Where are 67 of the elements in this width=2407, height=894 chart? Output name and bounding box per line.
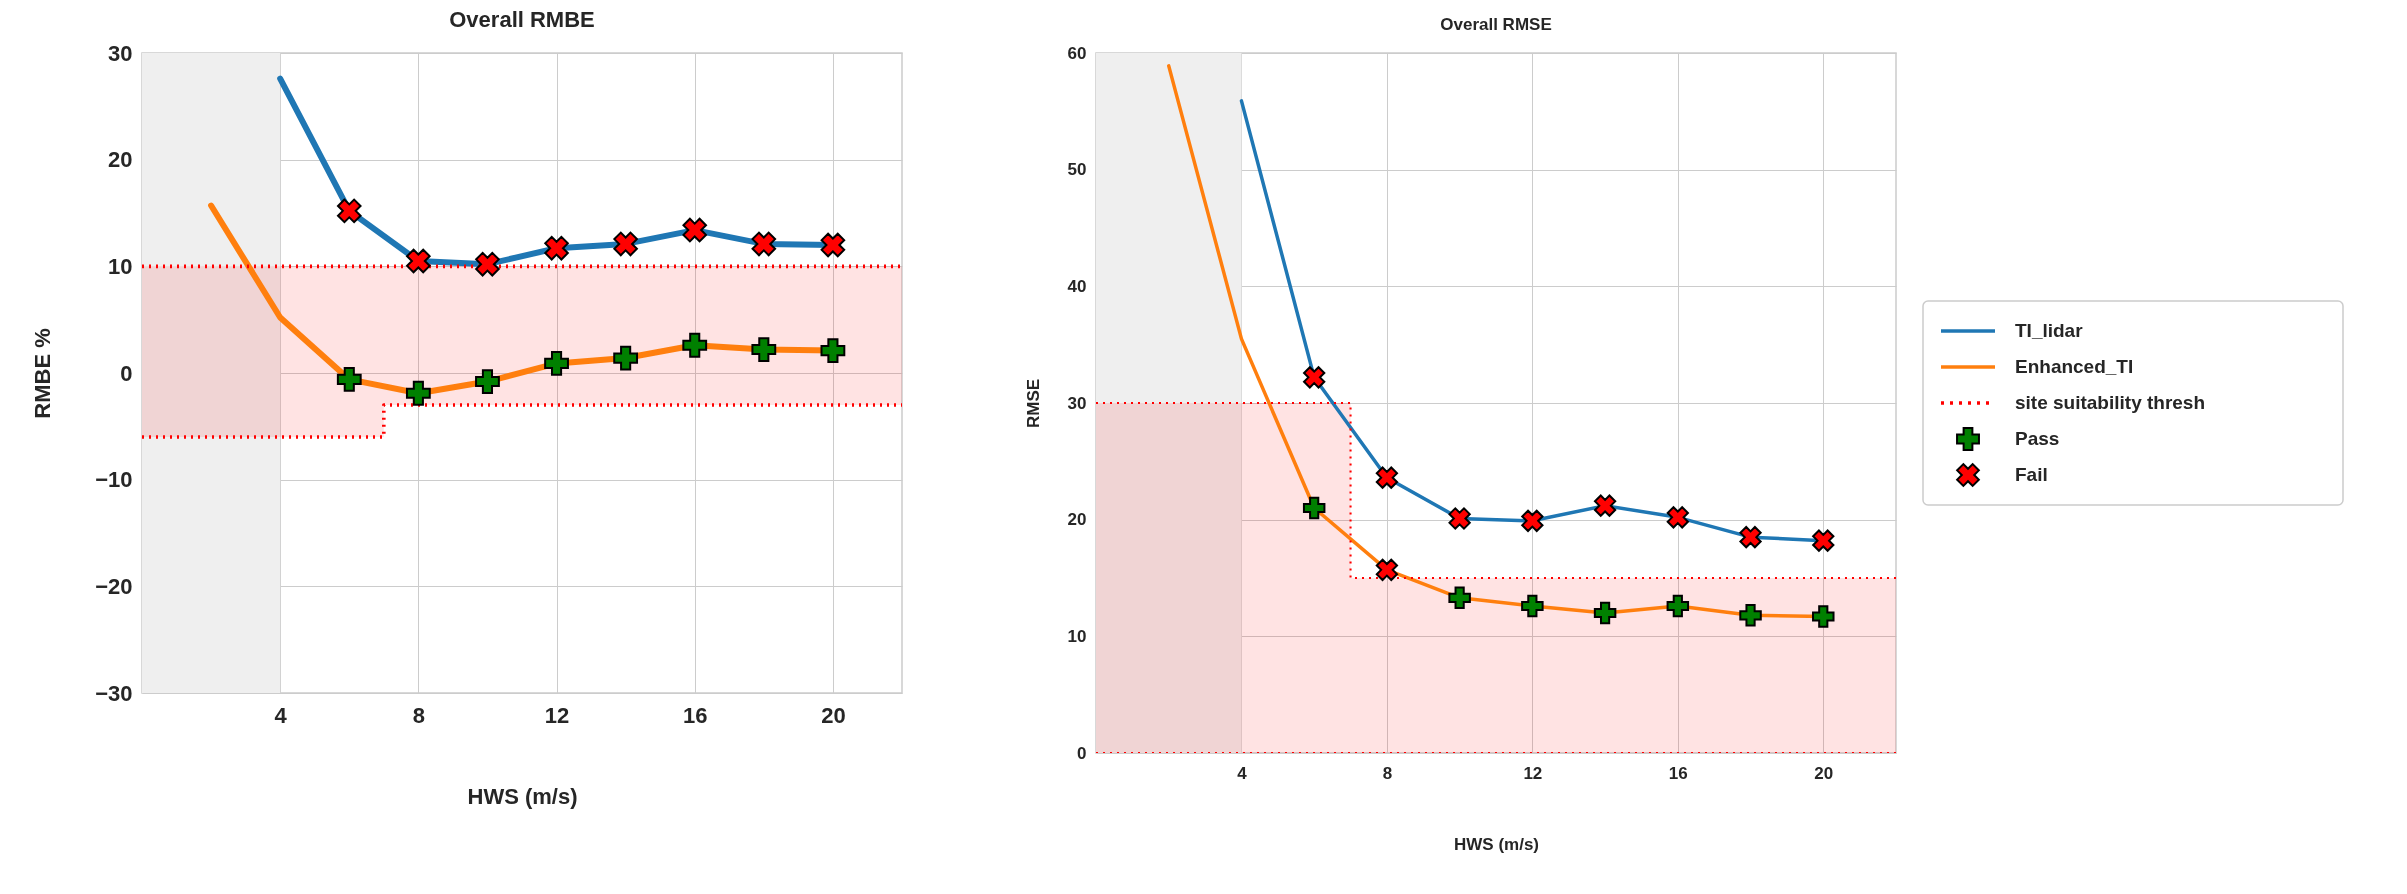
x-tick-label: 12 xyxy=(1523,763,1543,783)
chart-title: Overall RMBE xyxy=(449,7,595,32)
point xyxy=(1448,586,1471,610)
point xyxy=(336,367,362,392)
point xyxy=(613,231,638,257)
legend-label: Fail xyxy=(2015,464,2048,485)
x-tick-label: 16 xyxy=(1668,763,1688,783)
x-tick-label: 20 xyxy=(821,702,846,728)
x-tick-label: 20 xyxy=(1814,763,1834,783)
x-axis-title: HWS (m/s) xyxy=(467,783,578,809)
point xyxy=(1303,366,1326,389)
point xyxy=(405,380,431,406)
legend-label: TI_lidar xyxy=(2015,320,2084,341)
y-tick-label: 10 xyxy=(108,253,133,279)
y-axis-title: RMSE xyxy=(1023,378,1043,429)
point xyxy=(1666,594,1690,618)
point xyxy=(682,332,708,358)
point xyxy=(475,251,500,277)
point xyxy=(820,338,846,363)
point xyxy=(751,231,777,257)
y-tick-label: 20 xyxy=(108,147,133,173)
y-axis-title: RMBE % xyxy=(30,328,56,419)
chart-title: Overall RMSE xyxy=(1440,15,1552,34)
x-tick-label: 8 xyxy=(1382,763,1393,783)
y-tick-label: 0 xyxy=(120,360,133,386)
point xyxy=(1739,604,1762,627)
point xyxy=(682,217,708,243)
y-tick-label: 40 xyxy=(1067,276,1087,296)
point xyxy=(1375,466,1399,489)
point xyxy=(1302,496,1326,520)
legend-label: Pass xyxy=(2015,428,2060,449)
point xyxy=(544,235,569,261)
x-tick-label: 4 xyxy=(274,702,288,728)
y-tick-label: 30 xyxy=(108,40,133,66)
y-tick-label: 60 xyxy=(1067,43,1087,63)
x-tick-label: 8 xyxy=(412,702,425,728)
y-tick-label: 30 xyxy=(1067,393,1087,413)
point xyxy=(336,198,362,224)
point xyxy=(820,232,846,258)
y-tick-label: −20 xyxy=(95,573,133,599)
y-tick-label: 10 xyxy=(1067,626,1087,646)
y-tick-label: −10 xyxy=(95,467,133,493)
x-axis-title: HWS (m/s) xyxy=(1454,834,1539,854)
point xyxy=(406,248,431,274)
point xyxy=(1375,558,1399,581)
point xyxy=(1739,526,1762,549)
point xyxy=(544,351,569,376)
point xyxy=(1521,594,1544,618)
point xyxy=(1521,509,1544,532)
point xyxy=(1593,601,1617,625)
legend-label: site suitability thresh xyxy=(2015,392,2206,413)
point xyxy=(1593,494,1617,517)
point xyxy=(475,369,500,394)
y-tick-label: 0 xyxy=(1077,743,1087,763)
y-tick-label: −30 xyxy=(95,680,133,706)
point xyxy=(1812,529,1835,552)
x-tick-label: 16 xyxy=(682,702,708,728)
point xyxy=(1666,506,1689,529)
y-tick-label: 20 xyxy=(1067,510,1087,530)
point xyxy=(1448,507,1471,530)
legend-label: Enhanced_TI xyxy=(2015,356,2134,377)
point xyxy=(1812,605,1835,628)
x-tick-label: 4 xyxy=(1237,763,1248,783)
x-tick-label: 12 xyxy=(544,702,570,728)
y-tick-label: 50 xyxy=(1067,160,1087,180)
point xyxy=(751,337,777,362)
point xyxy=(613,345,639,371)
